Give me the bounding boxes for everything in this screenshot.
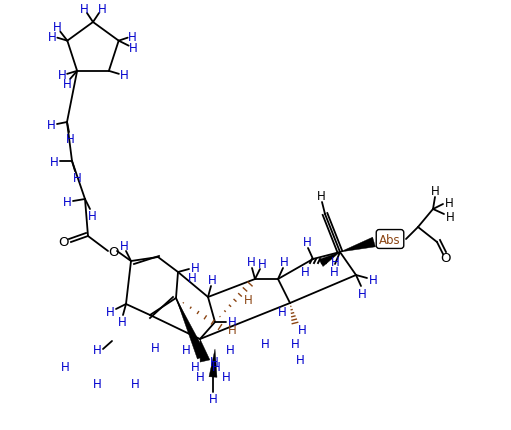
Text: H: H (98, 3, 106, 15)
Text: H: H (80, 3, 88, 15)
Text: H: H (227, 316, 237, 329)
Polygon shape (176, 298, 206, 359)
Polygon shape (200, 339, 210, 362)
Text: H: H (291, 338, 299, 351)
Text: H: H (73, 171, 81, 184)
Text: H: H (330, 265, 338, 278)
Text: H: H (191, 262, 199, 275)
Text: H: H (188, 271, 196, 284)
Text: H: H (50, 155, 58, 168)
Text: H: H (226, 343, 235, 356)
Text: H: H (118, 316, 126, 329)
Text: H: H (227, 324, 237, 337)
Text: H: H (63, 78, 72, 91)
Text: H: H (207, 274, 216, 287)
Text: H: H (131, 378, 140, 390)
Text: H: H (244, 293, 252, 306)
Text: O: O (441, 252, 451, 265)
Text: H: H (92, 343, 101, 356)
Text: H: H (196, 371, 204, 384)
Text: H: H (445, 196, 453, 209)
Polygon shape (319, 252, 340, 267)
Text: H: H (296, 353, 305, 366)
Text: H: H (212, 361, 220, 374)
Text: H: H (446, 210, 454, 223)
Text: H: H (61, 361, 69, 374)
Text: H: H (358, 287, 366, 300)
Text: H: H (331, 256, 339, 269)
Text: H: H (368, 273, 378, 286)
Text: H: H (222, 371, 230, 384)
Text: O: O (58, 236, 68, 249)
Text: O: O (108, 245, 118, 258)
Text: H: H (58, 69, 66, 82)
Text: H: H (92, 378, 101, 390)
Text: H: H (87, 209, 97, 222)
Text: H: H (128, 31, 137, 44)
Text: H: H (317, 189, 326, 202)
Text: H: H (48, 31, 57, 44)
Text: H: H (277, 305, 286, 318)
Text: H: H (261, 338, 269, 351)
Text: H: H (120, 69, 128, 82)
Polygon shape (340, 238, 376, 252)
Text: H: H (151, 341, 159, 354)
Text: H: H (247, 256, 256, 269)
Text: H: H (431, 184, 439, 197)
Text: H: H (210, 355, 218, 368)
Text: H: H (181, 343, 191, 356)
Text: H: H (129, 42, 138, 55)
Text: H: H (47, 118, 55, 131)
Text: H: H (65, 132, 75, 145)
Text: H: H (53, 21, 62, 34)
Polygon shape (209, 349, 217, 378)
Text: H: H (63, 195, 72, 208)
Text: H: H (191, 361, 199, 374)
Text: H: H (208, 393, 217, 405)
Text: H: H (258, 257, 266, 270)
Text: H: H (297, 323, 307, 336)
Text: Abs: Abs (379, 233, 401, 246)
Text: H: H (106, 305, 114, 318)
Text: H: H (300, 265, 309, 278)
Text: H: H (280, 256, 288, 269)
Text: H: H (303, 236, 311, 249)
Text: H: H (120, 239, 128, 252)
